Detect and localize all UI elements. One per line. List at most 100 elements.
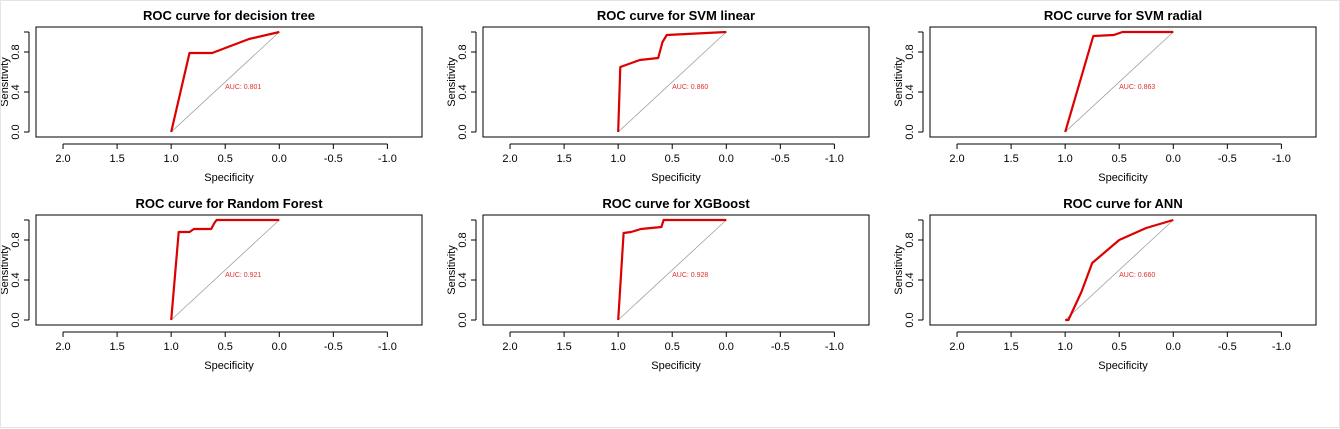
y-tick-label: 0.4 — [904, 84, 916, 99]
roc-panel-6: ROC curve for ANN 2.0 1.5 1.0 0.5 0.0 -0.5 -1.0… — [893, 196, 1317, 372]
x-tick-label: 0.5 — [1112, 153, 1127, 165]
x-tick-label: -1.0 — [1272, 153, 1291, 165]
x-tick-label: -1.0 — [378, 341, 397, 353]
x-tick-label: -0.5 — [1218, 153, 1237, 165]
y-tick-label: 0.8 — [457, 44, 469, 59]
chance-diagonal — [1064, 31, 1174, 133]
y-tick-label: 0.4 — [10, 84, 22, 99]
chart-title: ROC curve for XGBoost — [602, 196, 750, 211]
chart-title: ROC curve for decision tree — [143, 8, 315, 23]
x-tick-label: -0.5 — [771, 153, 790, 165]
y-tick-label: 0.8 — [10, 232, 22, 247]
x-tick-label: -0.5 — [771, 341, 790, 353]
x-axis-label: Specificity — [651, 172, 701, 184]
auc-label: AUC: 0.801 — [225, 84, 261, 91]
x-tick-label: -1.0 — [1272, 341, 1291, 353]
roc-curve-series-1 — [170, 218, 280, 321]
plot-frame — [929, 214, 1317, 326]
x-tick-label: 0.0 — [719, 153, 734, 165]
y-tick-label: 0.8 — [10, 44, 22, 59]
auc-label: AUC: 0.928 — [672, 272, 708, 279]
roc-curve-series-1 — [170, 30, 280, 133]
x-tick-label: -0.5 — [324, 341, 343, 353]
x-tick-label: -0.5 — [324, 153, 343, 165]
plot-frame — [482, 214, 870, 326]
plot-frame — [929, 26, 1317, 138]
x-tick-label: 1.0 — [1058, 341, 1073, 353]
roc-panel-2: ROC curve for SVM linear 2.0 1.5 1.0 0.5 0.0 -… — [446, 8, 870, 184]
chart-title: ROC curve for SVM radial — [1044, 8, 1202, 23]
roc-curve-series-1 — [617, 218, 727, 321]
x-axis-label: Specificity — [204, 360, 254, 372]
x-tick-label: 0.0 — [272, 341, 287, 353]
x-tick-label: 0.5 — [1112, 341, 1127, 353]
x-tick-label: 1.0 — [611, 341, 626, 353]
y-axis-label: Sensitivity — [1, 57, 11, 107]
y-axis-label: Sensitivity — [893, 57, 905, 107]
x-tick-label: 1.5 — [1003, 153, 1018, 165]
chance-diagonal — [1064, 219, 1174, 321]
x-tick-label: 0.0 — [1166, 341, 1181, 353]
roc-panel-4: ROC curve for Random Forest 2.0 1.5 1.0 0.5 0… — [1, 196, 423, 372]
x-tick-label: 2.0 — [949, 341, 964, 353]
x-tick-label: -1.0 — [378, 153, 397, 165]
y-tick-label: 0.4 — [10, 272, 22, 287]
auc-label: AUC: 0.921 — [225, 272, 261, 279]
x-tick-label: 2.0 — [502, 153, 517, 165]
x-tick-label: -0.5 — [1218, 341, 1237, 353]
x-tick-label: 0.0 — [272, 153, 287, 165]
roc-panel-5: ROC curve for XGBoost 2.0 1.5 1.0 0.5 0.0 -0.5… — [446, 196, 870, 372]
chart-title: ROC curve for ANN — [1063, 196, 1182, 211]
x-tick-label: -1.0 — [825, 153, 844, 165]
y-tick-label: 0.0 — [10, 124, 22, 139]
y-tick-label: 0.0 — [457, 124, 469, 139]
x-tick-label: 0.5 — [665, 341, 680, 353]
y-tick-label: 0.0 — [10, 312, 22, 327]
y-tick-label: 0.0 — [904, 124, 916, 139]
x-axis-label: Specificity — [651, 360, 701, 372]
auc-label: AUC: 0.863 — [1119, 84, 1155, 91]
x-tick-label: 1.5 — [109, 153, 124, 165]
chart-title: ROC curve for SVM linear — [597, 8, 755, 23]
x-tick-label: 0.5 — [218, 153, 233, 165]
x-tick-label: 2.0 — [55, 153, 70, 165]
plot-frame — [482, 26, 870, 138]
x-tick-label: 1.5 — [556, 153, 571, 165]
roc-curve-series-1 — [617, 30, 727, 133]
x-axis-label: Specificity — [1098, 172, 1148, 184]
x-tick-label: -1.0 — [825, 341, 844, 353]
y-axis-label: Sensitivity — [893, 245, 905, 295]
roc-panel-1: ROC curve for decision tree 2.0 1.5 1.0 0.5 0… — [1, 8, 423, 184]
y-tick-label: 0.0 — [904, 312, 916, 327]
x-tick-label: 0.0 — [719, 341, 734, 353]
roc-panel-3: ROC curve for SVM radial 2.0 1.5 1.0 0.5 0.0 -… — [893, 8, 1317, 184]
chart-title: ROC curve for Random Forest — [135, 196, 323, 211]
auc-label: AUC: 0.860 — [672, 84, 708, 91]
roc-curve-series-1 — [1065, 218, 1174, 322]
chance-diagonal — [170, 31, 280, 133]
x-tick-label: 1.5 — [1003, 341, 1018, 353]
chance-diagonal — [617, 219, 727, 321]
x-tick-label: 1.0 — [1058, 153, 1073, 165]
x-tick-label: 1.5 — [109, 341, 124, 353]
y-axis-label: Sensitivity — [446, 57, 458, 107]
x-tick-label: 1.5 — [556, 341, 571, 353]
chance-diagonal — [170, 219, 280, 321]
x-tick-label: 0.0 — [1166, 153, 1181, 165]
x-tick-label: 1.0 — [611, 153, 626, 165]
y-tick-label: 0.4 — [457, 84, 469, 99]
y-axis-label: Sensitivity — [446, 245, 458, 295]
x-tick-label: 1.0 — [164, 153, 179, 165]
plot-frame — [35, 214, 423, 326]
y-tick-label: 0.8 — [904, 232, 916, 247]
y-axis-label: Sensitivity — [1, 245, 11, 295]
auc-label: AUC: 0.660 — [1119, 272, 1155, 279]
y-tick-label: 0.4 — [904, 272, 916, 287]
y-tick-label: 0.8 — [457, 232, 469, 247]
x-axis-label: Specificity — [1098, 360, 1148, 372]
y-tick-label: 0.8 — [904, 44, 916, 59]
y-tick-label: 0.0 — [457, 312, 469, 327]
x-axis-label: Specificity — [204, 172, 254, 184]
